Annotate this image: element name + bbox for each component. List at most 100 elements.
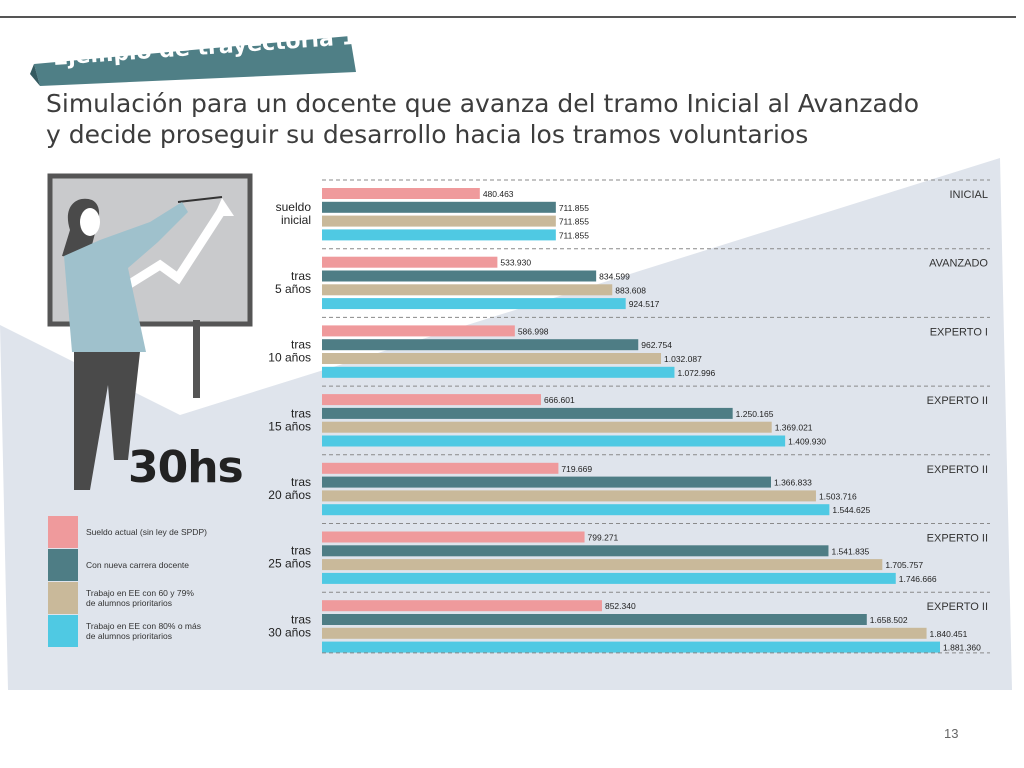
bar — [322, 559, 883, 571]
category-label: tras — [291, 475, 311, 489]
bar-value-label: 1.072.996 — [677, 368, 715, 378]
bar-value-label: 533.930 — [500, 258, 531, 268]
teacher-illustration — [47, 173, 253, 490]
legend-label: Con nueva carrera docente — [86, 560, 190, 570]
legend-label: Sueldo actual (sin ley de SPDP) — [86, 527, 207, 537]
legend-item: Trabajo en EE con 60 y 79% de alumnos pri… — [48, 582, 288, 614]
bar-value-label: 1.544.625 — [832, 505, 870, 515]
bar — [322, 229, 556, 241]
banner-shape — [30, 36, 356, 86]
bar-value-label: 834.599 — [599, 272, 630, 282]
top-rule — [0, 16, 1016, 18]
bar — [322, 298, 626, 310]
bar-value-label: 1.658.502 — [870, 615, 908, 625]
subtitle-line-2: y decide proseguir su desarrollo hacia l… — [46, 120, 809, 149]
category-label: tras — [291, 612, 311, 626]
tramo-label: INICIAL — [949, 189, 988, 201]
category-label: tras — [291, 269, 311, 283]
bar — [322, 394, 541, 406]
bar — [322, 614, 867, 625]
category-label: 5 años — [275, 282, 311, 296]
legend-swatch — [48, 615, 78, 647]
legend-item: Trabajo en EE con 80% o más de alumnos pr… — [48, 615, 288, 647]
legend-swatch — [48, 549, 78, 581]
bar-value-label: 1.881.360 — [943, 643, 981, 653]
category-label: 30 años — [268, 625, 311, 639]
bar — [322, 421, 772, 433]
legend-swatch — [48, 516, 78, 548]
tramo-label: EXPERTO I — [930, 326, 988, 338]
arrow-head-icon — [214, 198, 234, 216]
bar — [322, 462, 559, 474]
teacher-shirt — [64, 202, 188, 352]
bar-value-label: 480.463 — [483, 189, 514, 199]
bar-value-label: 711.855 — [559, 203, 589, 213]
bar — [322, 284, 613, 296]
bar-value-label: 1.366.833 — [774, 478, 812, 488]
legend-item: Con nueva carrera docente — [48, 549, 288, 581]
bar — [322, 627, 927, 639]
tramo-label: EXPERTO II — [927, 533, 988, 545]
bar — [322, 572, 896, 584]
bar — [322, 490, 816, 502]
bar-value-label: 799.271 — [588, 533, 619, 543]
bar — [322, 215, 556, 227]
page-subtitle: Simulación para un docente que avanza de… — [46, 88, 919, 150]
hours-label: 30hs — [128, 442, 244, 493]
bar — [322, 504, 830, 516]
category-label: sueldo — [276, 200, 312, 214]
bar-value-label: 962.754 — [641, 340, 672, 350]
bar — [322, 366, 675, 378]
category-label: tras — [291, 406, 311, 420]
subtitle-line-1: Simulación para un docente que avanza de… — [46, 89, 920, 118]
teacher-face — [80, 208, 100, 236]
bar — [322, 353, 662, 364]
bar-value-label: 586.998 — [518, 326, 549, 336]
legend-label: Trabajo en EE con 80% o más de alumnos pr… — [86, 621, 201, 641]
category-label: inicial — [281, 213, 311, 227]
bar-value-label: 719.669 — [561, 464, 592, 474]
board-leg — [193, 320, 200, 398]
legend-swatch — [48, 582, 78, 614]
bar-value-label: 1.250.165 — [736, 409, 774, 419]
title-banner: Ejemplo de trayectoria 1 — [30, 25, 357, 86]
bar — [322, 600, 602, 612]
bar — [322, 270, 597, 282]
legend-label: Trabajo en EE con 60 y 79% de alumnos pri… — [86, 588, 194, 608]
bar — [322, 476, 771, 488]
bar-value-label: 666.601 — [544, 395, 575, 405]
bar-value-label: 1.746.666 — [899, 574, 937, 584]
bar-value-label: 1.840.451 — [930, 629, 968, 639]
bar-value-label: 1.032.087 — [664, 354, 702, 364]
bar-value-label: 1.409.930 — [788, 437, 826, 447]
bar — [322, 407, 733, 419]
bar-value-label: 1.541.835 — [831, 546, 869, 556]
category-label: 15 años — [268, 419, 311, 433]
bar — [322, 188, 480, 199]
tramo-label: EXPERTO II — [927, 601, 988, 613]
bar — [322, 201, 556, 213]
bar — [322, 339, 639, 351]
bar-value-label: 711.855 — [559, 217, 589, 227]
bar-value-label: 883.608 — [615, 285, 646, 295]
bar-value-label: 924.517 — [629, 299, 660, 309]
pointer-stick — [177, 196, 223, 203]
bar — [322, 325, 515, 337]
category-label: 25 años — [268, 557, 311, 571]
page-number: 13 — [944, 726, 959, 741]
bar — [322, 435, 786, 447]
tramo-label: EXPERTO II — [927, 395, 988, 407]
bar — [322, 545, 829, 557]
trend-arrow-icon — [117, 207, 226, 294]
category-label: tras — [291, 338, 311, 352]
tramo-label: EXPERTO II — [927, 464, 988, 476]
bar — [322, 641, 940, 653]
tramo-label: AVANZADO — [929, 258, 988, 270]
category-label: 10 años — [268, 351, 311, 365]
bar-value-label: 852.340 — [605, 601, 636, 611]
category-label: 20 años — [268, 488, 311, 502]
bar-value-label: 1.369.021 — [775, 423, 813, 433]
bar-value-label: 711.855 — [559, 230, 589, 240]
legend-item: Sueldo actual (sin ley de SPDP) — [48, 516, 288, 548]
